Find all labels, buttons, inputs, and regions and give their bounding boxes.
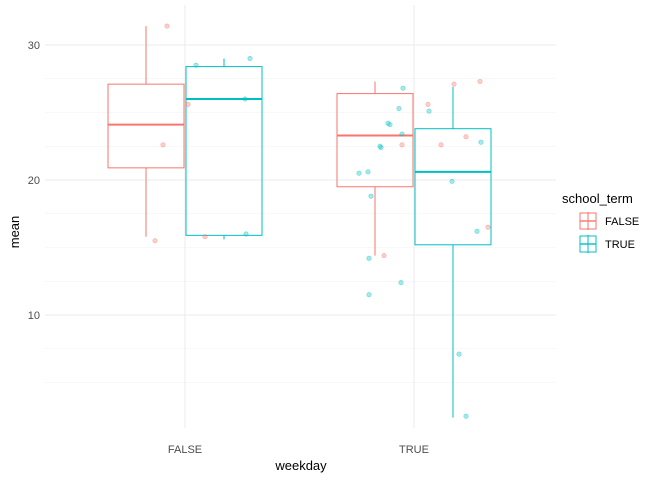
y-axis-title: mean: [7, 216, 22, 249]
data-point-true: [456, 351, 462, 357]
boxplot-series: [107, 26, 492, 418]
x-axis-ticks: FALSE TRUE: [168, 444, 429, 456]
y-tick-label: 20: [28, 175, 40, 187]
box-iqr: [336, 93, 414, 188]
data-point-false: [485, 224, 491, 230]
data-point-false: [399, 142, 405, 148]
data-point-false: [477, 78, 483, 84]
data-point-false: [425, 101, 431, 107]
y-tick-label: 30: [28, 40, 40, 52]
data-point-true: [426, 108, 432, 114]
data-point-true: [378, 145, 384, 151]
data-point-true: [242, 96, 248, 102]
legend-key-false: [579, 212, 597, 230]
data-point-true: [356, 170, 362, 176]
grid-lines: [45, 5, 556, 428]
box-true-false: [185, 58, 263, 240]
data-point-true: [365, 169, 371, 175]
x-tick-label: FALSE: [168, 444, 202, 456]
x-axis-title: weekday: [274, 458, 327, 473]
data-point-true: [243, 231, 249, 237]
legend-label-false: FALSE: [605, 216, 639, 228]
data-point-true: [399, 131, 405, 137]
data-point-false: [164, 23, 170, 29]
data-point-true: [368, 193, 374, 199]
data-point-true: [366, 292, 372, 298]
y-tick-label: 10: [28, 310, 40, 322]
legend-label-true: TRUE: [605, 239, 635, 251]
data-point-true: [247, 55, 253, 61]
data-point-false: [438, 142, 444, 148]
legend: school_term FALSE TRUE: [562, 191, 639, 253]
box-true-true: [414, 86, 492, 418]
data-point-false: [381, 253, 387, 259]
box-iqr: [107, 83, 185, 169]
data-point-true: [463, 413, 469, 419]
data-point-false: [185, 101, 191, 107]
data-point-false: [152, 238, 158, 244]
data-point-false: [202, 234, 208, 240]
data-point-false: [463, 134, 469, 140]
data-point-true: [396, 105, 402, 111]
x-tick-label: TRUE: [399, 444, 429, 456]
data-point-true: [387, 122, 393, 128]
box-iqr: [185, 66, 263, 236]
data-point-true: [398, 280, 404, 286]
legend-title: school_term: [562, 191, 633, 206]
data-point-true: [366, 255, 372, 261]
data-point-false: [160, 142, 166, 148]
data-point-true: [193, 62, 199, 68]
box-false-true: [336, 81, 414, 256]
data-point-false: [451, 81, 457, 87]
data-point-true: [478, 139, 484, 145]
jitter-points: [152, 23, 491, 419]
legend-key-true: [579, 235, 597, 253]
data-point-true: [449, 178, 455, 184]
data-point-true: [474, 228, 480, 234]
box-iqr: [414, 128, 492, 246]
y-axis-ticks: 10 20 30: [28, 40, 40, 322]
data-point-true: [400, 85, 406, 91]
box-false-false: [107, 26, 185, 237]
